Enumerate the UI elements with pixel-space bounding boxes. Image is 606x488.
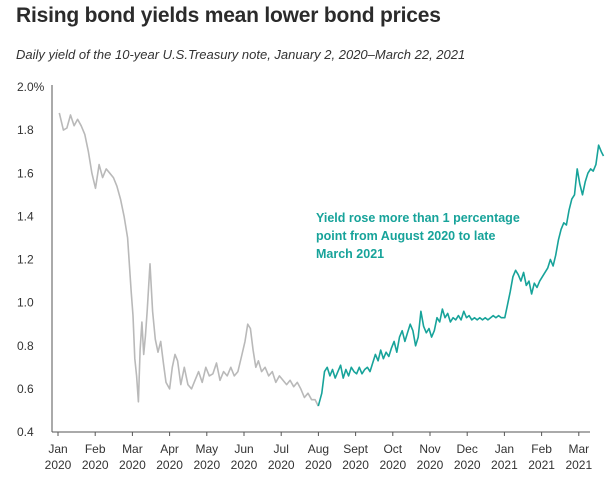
x-tick-month-label: Apr: [160, 442, 179, 456]
chart-title: Rising bond yields mean lower bond price…: [16, 4, 441, 27]
y-tick-label: 1.6: [17, 166, 34, 180]
y-tick-label: 1.8: [17, 123, 34, 137]
x-tick-month-label: Sept: [343, 442, 368, 456]
x-tick-year-label: 2020: [305, 458, 332, 472]
x-tick-month-label: Oct: [383, 442, 402, 456]
y-tick-label: 0.4: [17, 425, 34, 439]
x-tick-year-label: 2020: [268, 458, 295, 472]
x-tick-year-label: 2020: [156, 458, 183, 472]
x-tick-year-label: 2020: [119, 458, 146, 472]
x-tick-year-label: 2021: [491, 458, 518, 472]
x-tick-year-label: 2020: [454, 458, 481, 472]
x-tick-year-label: 2020: [82, 458, 109, 472]
x-tick-month-label: Jul: [274, 442, 289, 456]
x-tick-year-label: 2020: [45, 458, 72, 472]
x-tick-month-label: Jun: [234, 442, 253, 456]
x-tick-month-label: Feb: [531, 442, 552, 456]
x-tick-month-label: Jan: [48, 442, 67, 456]
x-axis-ticks: Jan 2020 Feb 2020 Mar 2020 Apr 2020 May 2020 Jun 20…: [45, 432, 592, 472]
y-tick-label: 1.0: [17, 296, 34, 310]
annotation-line-3: March 2021: [316, 247, 384, 261]
annotation-line-2: point from August 2020 to late: [316, 229, 495, 243]
y-tick-label: 2.0%: [17, 80, 45, 94]
x-tick-month-label: Aug: [308, 442, 329, 456]
x-tick-year-label: 2020: [379, 458, 406, 472]
yield-line-after-aug-2020: [317, 144, 605, 407]
series-lines: [58, 112, 605, 407]
y-axis-ticks: 0.4 0.6 0.8 1.0 1.2 1.4 1.6 1.8 2.0%: [17, 80, 45, 439]
x-tick-year-label: 2020: [342, 458, 369, 472]
y-tick-label: 1.2: [17, 253, 34, 267]
x-tick-year-label: 2020: [231, 458, 258, 472]
x-tick-month-label: Jan: [495, 442, 514, 456]
x-tick-month-label: Mar: [568, 442, 589, 456]
x-tick-month-label: Mar: [122, 442, 143, 456]
x-tick-month-label: Feb: [85, 442, 106, 456]
x-tick-year-label: 2021: [528, 458, 555, 472]
x-tick-month-label: May: [195, 442, 218, 456]
yield-line-before-aug-2020: [58, 112, 320, 407]
y-tick-label: 0.6: [17, 382, 34, 396]
y-tick-label: 0.8: [17, 339, 34, 353]
x-tick-year-label: 2020: [417, 458, 444, 472]
x-tick-month-label: Nov: [419, 442, 440, 456]
x-tick-year-label: 2020: [193, 458, 220, 472]
annotation-line-1: Yield rose more than 1 percentage: [316, 211, 520, 225]
x-tick-month-label: Dec: [457, 442, 478, 456]
chart-axes: [51, 85, 590, 433]
x-tick-year-label: 2021: [565, 458, 592, 472]
y-tick-label: 1.4: [17, 209, 34, 223]
chart-subtitle: Daily yield of the 10-year U.S.Treasury …: [16, 47, 466, 62]
